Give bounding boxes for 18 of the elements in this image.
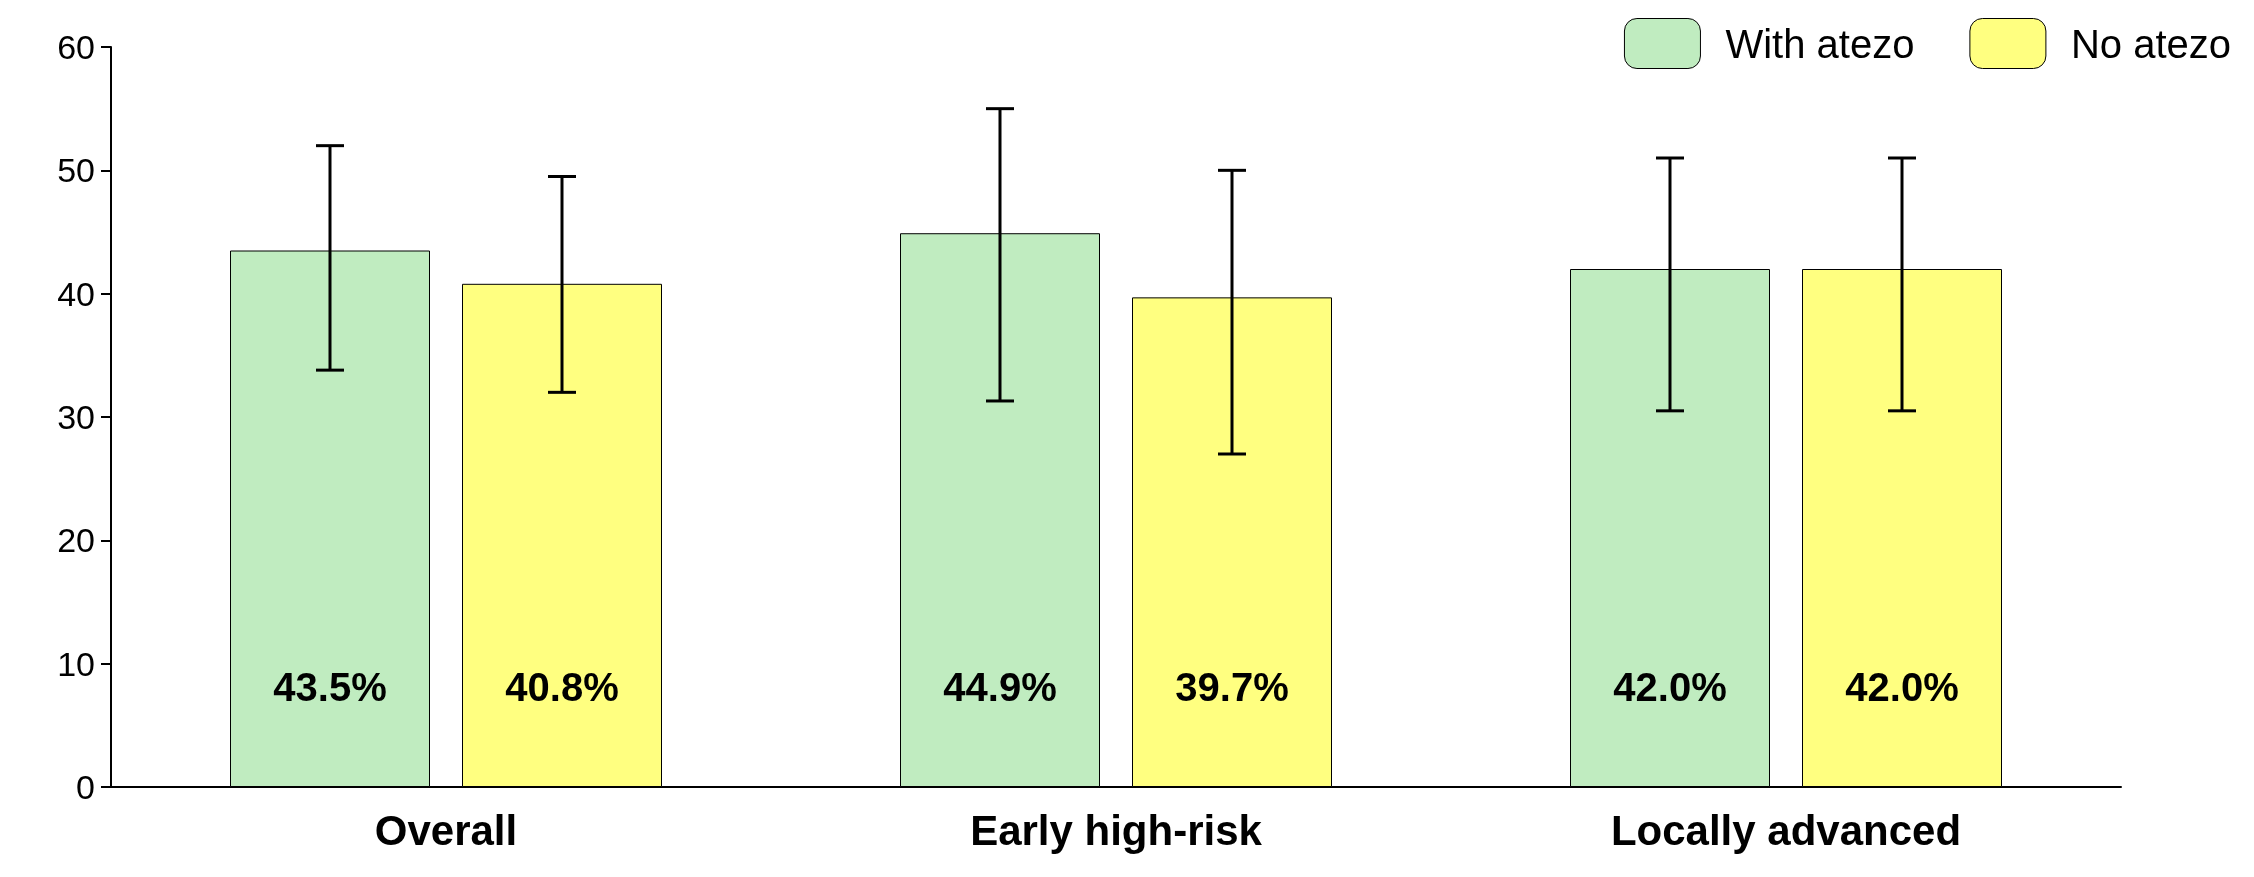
y-tick-label: 60 (57, 28, 95, 66)
x-tick-label: Overall (374, 806, 518, 854)
data-label: 42.0% (1845, 665, 1959, 709)
y-tick-label: 40 (57, 274, 95, 313)
data-label: 39.7% (1175, 665, 1289, 709)
legend-label: No atezo (2070, 21, 2232, 66)
x-tick-label: Locally advanced (1610, 806, 1962, 854)
y-tick-label: 30 (57, 398, 95, 436)
data-label: 43.5% (273, 665, 387, 709)
y-tick-label: 10 (57, 644, 95, 683)
y-tick-label: 20 (57, 521, 95, 560)
data-label: 44.9% (943, 665, 1057, 709)
x-tick-label: Early high-risk (970, 806, 1263, 854)
y-tick-label: 0 (76, 768, 95, 806)
data-label: 40.8% (505, 665, 619, 709)
y-tick-label: 50 (57, 151, 95, 190)
legend-label: With atezo (1725, 21, 1915, 66)
data-label: 42.0% (1613, 665, 1727, 709)
